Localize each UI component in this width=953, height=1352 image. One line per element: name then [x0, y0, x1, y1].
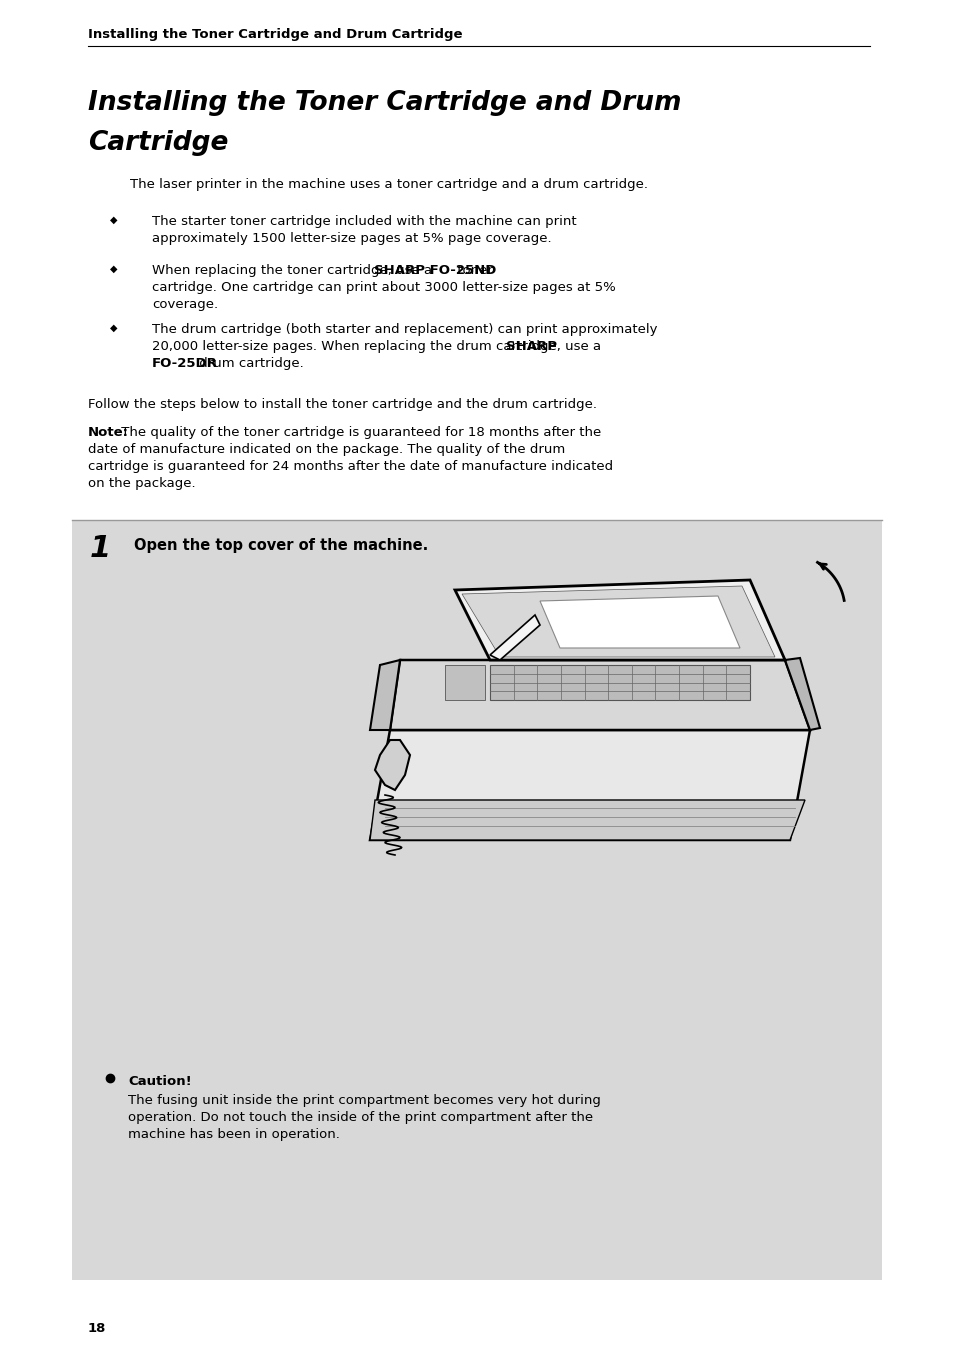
Text: ◆: ◆	[110, 215, 117, 224]
Polygon shape	[461, 585, 774, 657]
Text: cartridge. One cartridge can print about 3000 letter-size pages at 5%: cartridge. One cartridge can print about…	[152, 281, 615, 293]
Polygon shape	[539, 596, 740, 648]
Polygon shape	[390, 660, 809, 730]
Polygon shape	[375, 740, 410, 790]
Text: ◆: ◆	[110, 323, 117, 333]
Polygon shape	[784, 658, 820, 730]
Bar	[490, 665, 749, 700]
Text: The laser printer in the machine uses a toner cartridge and a drum cartridge.: The laser printer in the machine uses a …	[130, 178, 647, 191]
Text: 1: 1	[90, 534, 112, 562]
Text: operation. Do not touch the inside of the print compartment after the: operation. Do not touch the inside of th…	[128, 1111, 593, 1124]
Text: The drum cartridge (both starter and replacement) can print approximately: The drum cartridge (both starter and rep…	[152, 323, 657, 337]
Text: FO-25DR: FO-25DR	[152, 357, 217, 370]
Text: Open the top cover of the machine.: Open the top cover of the machine.	[133, 538, 428, 553]
Text: coverage.: coverage.	[152, 297, 218, 311]
Text: The starter toner cartridge included with the machine can print: The starter toner cartridge included wit…	[152, 215, 576, 228]
Text: Cartridge: Cartridge	[88, 130, 228, 155]
Text: Follow the steps below to install the toner cartridge and the drum cartridge.: Follow the steps below to install the to…	[88, 397, 597, 411]
Text: ◆: ◆	[110, 264, 117, 274]
Text: Caution!: Caution!	[128, 1075, 192, 1088]
Text: The fusing unit inside the print compartment becomes very hot during: The fusing unit inside the print compart…	[128, 1094, 600, 1107]
Text: date of manufacture indicated on the package. The quality of the drum: date of manufacture indicated on the pac…	[88, 443, 565, 456]
Text: cartridge is guaranteed for 24 months after the date of manufacture indicated: cartridge is guaranteed for 24 months af…	[88, 460, 613, 473]
Polygon shape	[455, 580, 784, 660]
Text: machine has been in operation.: machine has been in operation.	[128, 1128, 339, 1141]
Text: Installing the Toner Cartridge and Drum Cartridge: Installing the Toner Cartridge and Drum …	[88, 28, 462, 41]
Polygon shape	[370, 730, 809, 840]
Text: SHARP FO-25ND: SHARP FO-25ND	[374, 264, 496, 277]
Text: drum cartridge.: drum cartridge.	[194, 357, 303, 370]
Text: on the package.: on the package.	[88, 477, 195, 489]
Polygon shape	[370, 800, 804, 840]
Text: approximately 1500 letter-size pages at 5% page coverage.: approximately 1500 letter-size pages at …	[152, 233, 551, 245]
Text: 20,000 letter-size pages. When replacing the drum cartridge, use a: 20,000 letter-size pages. When replacing…	[152, 339, 605, 353]
Text: The quality of the toner cartridge is guaranteed for 18 months after the: The quality of the toner cartridge is gu…	[117, 426, 601, 439]
Text: 18: 18	[88, 1322, 107, 1334]
Polygon shape	[370, 660, 399, 730]
Text: Note:: Note:	[88, 426, 129, 439]
Polygon shape	[490, 615, 539, 660]
Text: When replacing the toner cartridge, use a: When replacing the toner cartridge, use …	[152, 264, 436, 277]
Text: Installing the Toner Cartridge and Drum: Installing the Toner Cartridge and Drum	[88, 91, 680, 116]
Bar	[444, 665, 484, 700]
Text: SHARP: SHARP	[505, 339, 557, 353]
Bar	[71, 521, 882, 1280]
Text: toner: toner	[453, 264, 493, 277]
